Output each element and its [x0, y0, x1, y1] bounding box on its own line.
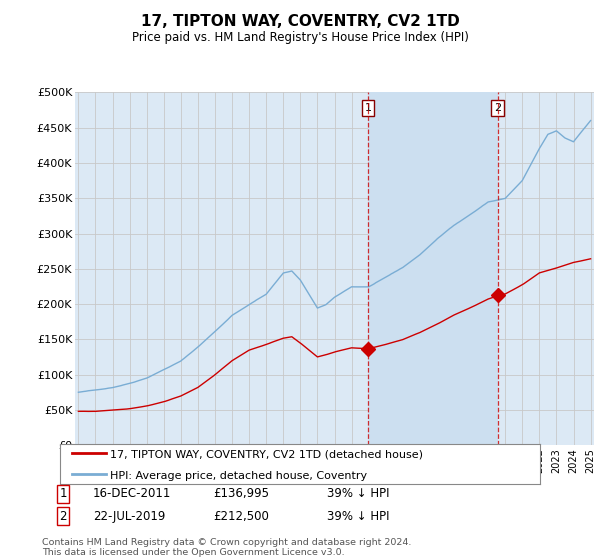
Text: 16-DEC-2011: 16-DEC-2011 — [93, 487, 172, 501]
Text: 2: 2 — [59, 510, 67, 523]
Text: HPI: Average price, detached house, Coventry: HPI: Average price, detached house, Cove… — [110, 470, 368, 480]
Text: 2: 2 — [494, 103, 501, 113]
Text: £136,995: £136,995 — [213, 487, 269, 501]
Text: Price paid vs. HM Land Registry's House Price Index (HPI): Price paid vs. HM Land Registry's House … — [131, 31, 469, 44]
Text: 39% ↓ HPI: 39% ↓ HPI — [327, 510, 389, 523]
Text: 17, TIPTON WAY, COVENTRY, CV2 1TD (detached house): 17, TIPTON WAY, COVENTRY, CV2 1TD (detac… — [110, 450, 424, 460]
Text: 1: 1 — [364, 103, 371, 113]
Text: 1: 1 — [59, 487, 67, 501]
Bar — [368, 92, 497, 445]
Text: 39% ↓ HPI: 39% ↓ HPI — [327, 487, 389, 501]
Text: 17, TIPTON WAY, COVENTRY, CV2 1TD: 17, TIPTON WAY, COVENTRY, CV2 1TD — [140, 14, 460, 29]
Text: 22-JUL-2019: 22-JUL-2019 — [93, 510, 166, 523]
Text: £212,500: £212,500 — [213, 510, 269, 523]
Text: Contains HM Land Registry data © Crown copyright and database right 2024.
This d: Contains HM Land Registry data © Crown c… — [42, 538, 412, 557]
